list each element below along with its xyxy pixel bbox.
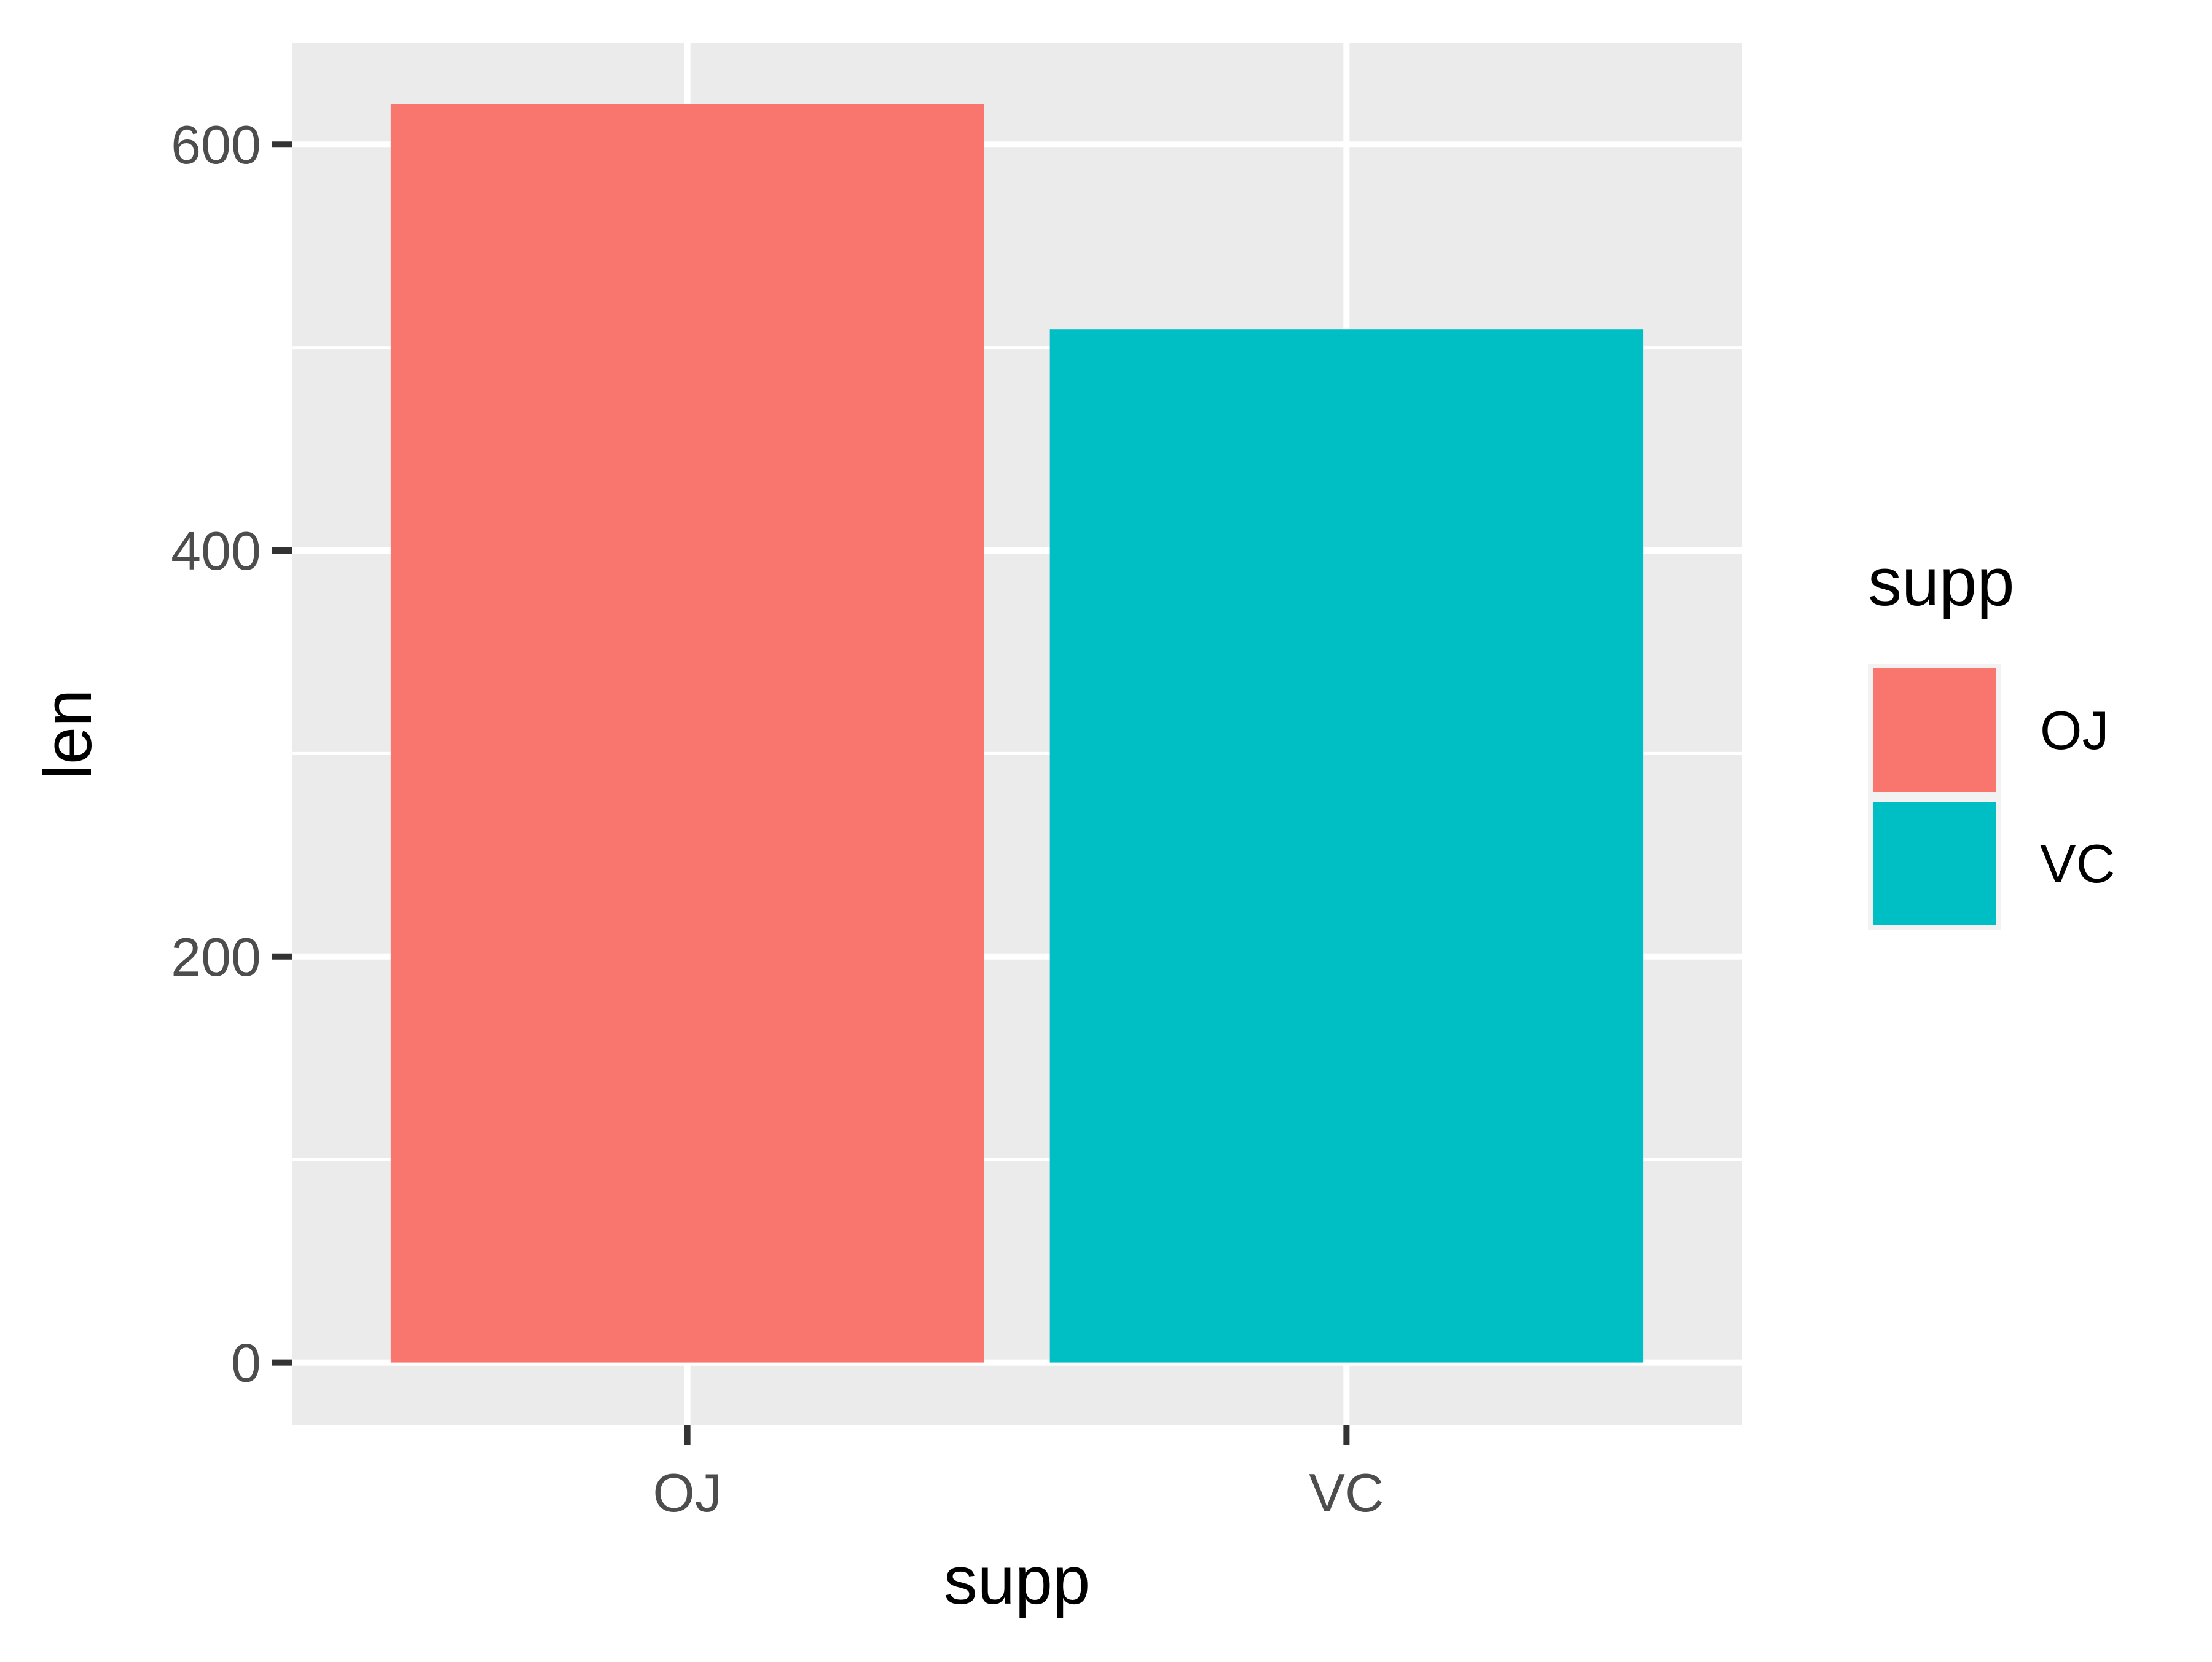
y-axis: 0 200 400 600 bbox=[171, 114, 292, 1393]
x-tick-label: OJ bbox=[653, 1462, 721, 1523]
legend: supp OJ VC bbox=[1868, 544, 2115, 930]
legend-key-oj bbox=[1873, 668, 1996, 792]
y-tick-label: 200 bbox=[171, 927, 261, 987]
bar-oj bbox=[390, 104, 984, 1363]
legend-key-vc bbox=[1873, 802, 1996, 925]
x-tick-label: VC bbox=[1309, 1462, 1384, 1523]
y-tick-label: 400 bbox=[171, 520, 261, 581]
bar-vc bbox=[1049, 329, 1644, 1363]
y-tick-label: 0 bbox=[231, 1333, 261, 1393]
x-axis-title: supp bbox=[944, 1543, 1091, 1618]
legend-title: supp bbox=[1868, 544, 2015, 620]
y-axis-title: len bbox=[30, 689, 106, 780]
y-tick-label: 600 bbox=[171, 114, 261, 175]
bars bbox=[390, 104, 1644, 1363]
legend-label-oj: OJ bbox=[2040, 700, 2109, 761]
legend-label-vc: VC bbox=[2040, 833, 2115, 894]
x-axis: OJ VC bbox=[653, 1425, 1384, 1523]
legend-items: OJ VC bbox=[1868, 664, 2115, 930]
